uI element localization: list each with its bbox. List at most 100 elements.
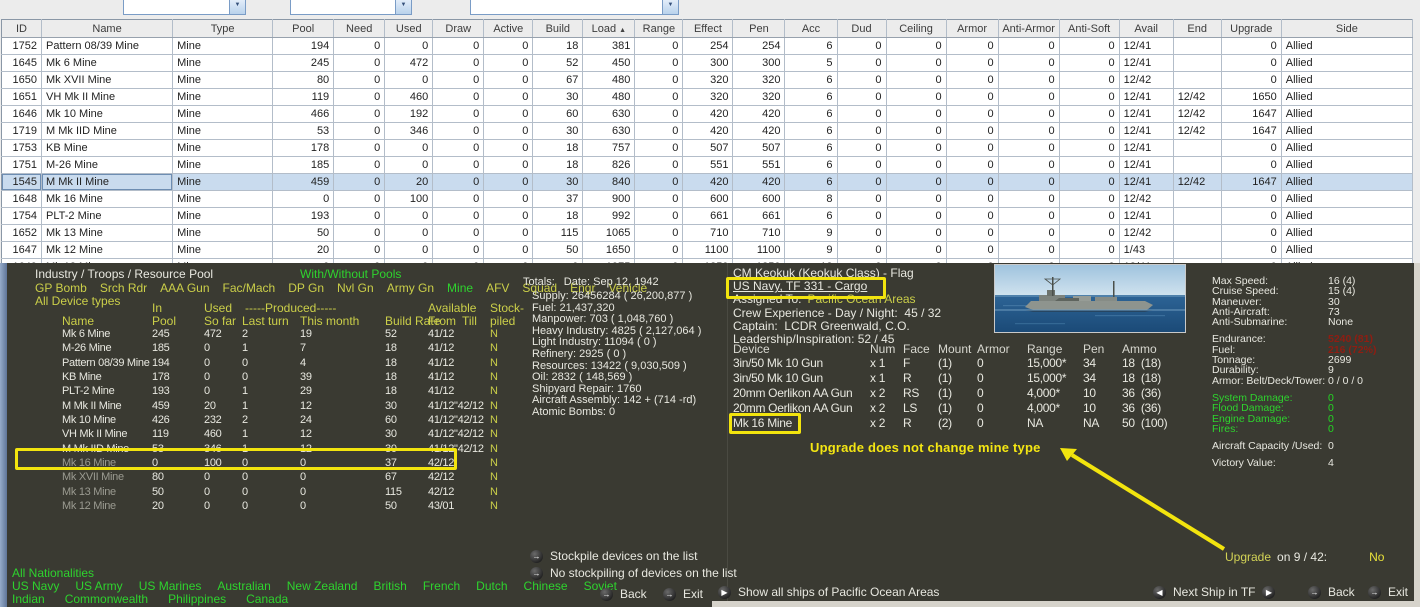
column-header[interactable]: Armor <box>946 19 999 38</box>
arrow-ball-icon[interactable]: → <box>600 587 613 601</box>
nationality-filter[interactable]: Chinese <box>523 579 568 593</box>
column-header[interactable]: Need <box>333 19 386 38</box>
column-header[interactable]: Pen <box>732 19 786 38</box>
column-header[interactable]: Draw <box>432 19 485 38</box>
nationality-filter[interactable]: Canada <box>246 592 289 606</box>
arrow-ball-icon[interactable]: → <box>1308 585 1321 599</box>
nationality-filter[interactable]: Dutch <box>476 579 508 593</box>
exit-button-right[interactable]: → Exit <box>1368 585 1408 599</box>
pool-row[interactable]: Mk 6 Mine 245 472 2 19 52 41/12 N <box>62 328 498 340</box>
device-type-tab[interactable]: AFV <box>486 281 510 295</box>
upgrade-value[interactable]: No <box>1369 550 1385 564</box>
arrow-ball-icon[interactable]: → <box>530 549 543 563</box>
exit-button-left[interactable]: → Exit <box>663 587 703 601</box>
column-header[interactable]: Upgrade <box>1221 19 1282 38</box>
nationality-filter[interactable]: US Army <box>75 579 123 593</box>
column-header[interactable]: End <box>1173 19 1222 38</box>
column-header[interactable]: Side <box>1281 19 1414 38</box>
column-header[interactable]: Used <box>384 19 434 38</box>
nationality-filter[interactable]: British <box>373 579 407 593</box>
column-header[interactable]: Range <box>634 19 684 38</box>
dropdown-icon[interactable]: ▼ <box>229 0 245 14</box>
nationality-filter[interactable]: Philippines <box>168 592 227 606</box>
with-without-pools-link[interactable]: With/Without Pools <box>300 267 402 281</box>
column-header[interactable]: Build <box>532 19 584 38</box>
device-type-tab[interactable]: Engr <box>570 281 596 295</box>
next-ship-icon[interactable]: ▶ <box>1262 585 1276 599</box>
dropdown-icon[interactable]: ▼ <box>395 0 411 14</box>
all-device-types-link[interactable]: All Device types <box>35 294 121 308</box>
all-nationalities-link[interactable]: All Nationalities <box>12 566 95 580</box>
table-row[interactable]: 1545 M Mk II Mine Mine 459 0 20 0 0 30 840 0 420 … <box>1 173 1414 191</box>
device-type-tab[interactable]: Mine <box>447 281 474 295</box>
column-header[interactable]: Acc <box>784 19 838 38</box>
stockpile-off-option[interactable]: → No stockpiling of devices on the list <box>530 566 737 580</box>
device-type-tab[interactable]: AAA Gun <box>160 281 210 295</box>
pool-row[interactable]: Mk 16 Mine 0 100 0 0 37 42/12 N <box>62 456 498 469</box>
play-ball-icon[interactable]: ▶ <box>718 585 731 599</box>
device-type-tab[interactable]: Squad <box>522 281 558 295</box>
ship-name[interactable]: CM Keokuk (Keokuk Class) <box>733 266 880 280</box>
column-header[interactable]: ID <box>1 19 43 38</box>
column-header[interactable]: Avail <box>1119 19 1174 38</box>
task-force-link[interactable]: US Navy, TF 331 - Cargo <box>733 279 868 294</box>
pool-row[interactable]: Mk 10 Mine 426 232 2 24 60 41/12"42/12 N <box>62 413 498 426</box>
nationality-filter[interactable]: New Zealand <box>286 579 358 593</box>
column-header[interactable]: Anti-Armor <box>998 19 1060 38</box>
upgrade-label[interactable]: Upgrade <box>1225 550 1272 564</box>
column-header[interactable]: Dud <box>837 19 887 38</box>
pool-row[interactable]: VH Mk II Mine 119 460 1 12 30 41/12"42/12 N <box>62 428 498 441</box>
column-header[interactable]: Ceiling <box>886 19 947 38</box>
device-type-tab[interactable]: DP Gn <box>288 281 325 295</box>
column-header[interactable]: Anti-Soft <box>1059 19 1120 38</box>
dropdown-icon[interactable]: ▼ <box>662 0 678 14</box>
stockpile-on-option[interactable]: → Stockpile devices on the list <box>530 549 697 563</box>
nationality-filter[interactable]: Commonwealth <box>64 592 149 606</box>
column-header[interactable]: Name <box>41 19 174 38</box>
table-row[interactable]: 1645 Mk 6 Mine Mine 245 0 472 0 0 52 450 0 300 30… <box>1 54 1414 72</box>
nationality-filter[interactable]: Australian <box>217 579 271 593</box>
column-header[interactable]: Pool <box>272 19 335 38</box>
device-type-tab[interactable]: Nvl Gn <box>337 281 374 295</box>
table-row[interactable]: 1651 VH Mk II Mine Mine 119 0 460 0 0 30 480 0 32… <box>1 88 1414 106</box>
arrow-ball-icon[interactable]: → <box>1368 585 1381 599</box>
filter-combo-1[interactable]: ▼ <box>123 0 246 15</box>
column-header[interactable]: Type <box>172 19 274 38</box>
device-type-tab[interactable]: GP Bomb <box>35 281 87 295</box>
device-type-tab[interactable]: Srch Rdr <box>99 281 148 295</box>
device-type-tab[interactable]: Vehicle <box>608 281 648 295</box>
device-type-tab[interactable]: Fac/Mach <box>222 281 276 295</box>
back-button-left[interactable]: → Back <box>600 587 647 601</box>
column-header[interactable]: Effect <box>682 19 734 38</box>
back-button-right[interactable]: → Back <box>1308 585 1355 599</box>
column-header[interactable]: Load <box>582 19 636 38</box>
prev-ship-icon[interactable]: ◀ <box>1153 585 1166 599</box>
nationality-filter[interactable]: French <box>422 579 461 593</box>
table-row[interactable]: 1648 Mk 16 Mine Mine 0 0 100 0 0 37 900 0 600 600… <box>1 190 1414 208</box>
table-row[interactable]: 1719 M Mk IID Mine Mine 53 0 346 0 0 30 630 0 420… <box>1 122 1414 140</box>
filter-combo-3[interactable]: ▼ <box>470 0 679 15</box>
filter-combo-2[interactable]: ▼ <box>290 0 412 15</box>
show-all-ships-button[interactable]: ▶ Show all ships of Pacific Ocean Areas <box>718 585 939 599</box>
nationality-filter[interactable]: Indian <box>12 592 45 606</box>
pool-row[interactable]: M Mk II Mine 459 20 1 12 30 41/12"42/12 N <box>62 399 498 412</box>
table-row[interactable]: 1646 Mk 10 Mine Mine 466 0 192 0 0 60 630 0 420 4… <box>1 105 1414 123</box>
arrow-ball-icon[interactable]: → <box>663 587 676 601</box>
device-type-tab[interactable]: Army Gn <box>386 281 435 295</box>
nationality-filter[interactable]: US Navy <box>12 579 60 593</box>
column-header[interactable]: Active <box>483 19 534 38</box>
